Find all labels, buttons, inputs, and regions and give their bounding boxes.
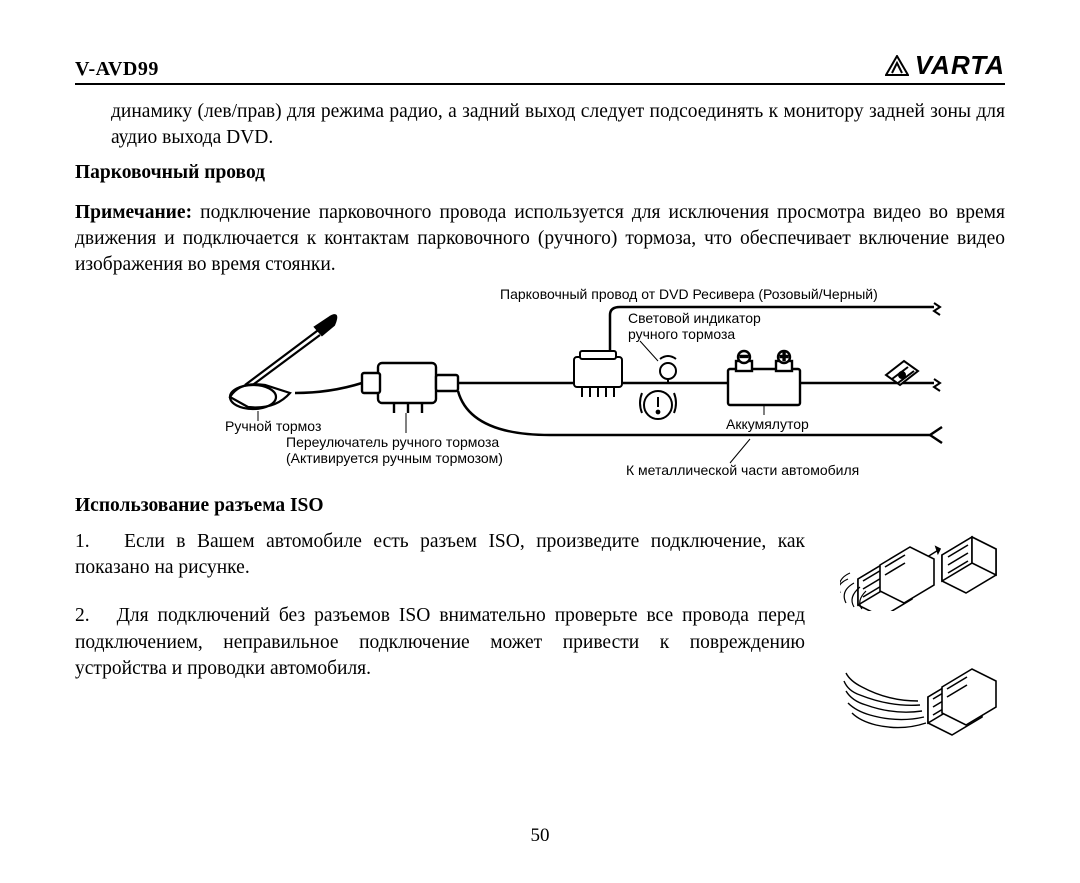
- handbrake-icon: [230, 315, 336, 409]
- intro-paragraph: динамику (лев/прав) для режима радио, а …: [111, 99, 1005, 152]
- iso-item1-text: Если в Вашем автомобиле есть разъем ISO,…: [75, 531, 805, 578]
- page-number: 50: [75, 825, 1005, 847]
- switch-icon: [362, 363, 458, 413]
- iso-item-2: 2. Для подключений без разъемов ISO вним…: [75, 603, 805, 682]
- varta-triangle-icon: [885, 55, 909, 77]
- note-text: подключение парковочного провода использ…: [75, 202, 1005, 276]
- iso-item-1: 1. Если в Вашем автомобиле есть разъем I…: [75, 529, 805, 582]
- diagram-led-label-1: Световой индикатор: [628, 310, 761, 326]
- page-header: V-AVD99 VARTA: [75, 50, 1005, 85]
- warning-led-icon: [640, 356, 676, 419]
- iso-item2-text: Для подключений без разъемов ISO внимате…: [75, 605, 805, 679]
- note-paragraph: Примечание: подключение парковочного про…: [75, 200, 1005, 279]
- brand-logo: VARTA: [885, 50, 1005, 81]
- svg-text:+: +: [780, 348, 788, 364]
- diagram-chassis-label: К металлической части автомобиля: [626, 462, 859, 478]
- iso-connector-loose-icon: [840, 661, 1000, 741]
- iso-connector-mating-icon: [840, 521, 1000, 611]
- diagram-battery-label: Аккумялутор: [726, 416, 809, 432]
- diagram-led-label-2: ручного тормоза: [628, 326, 735, 342]
- diagram-top-label: Парковочный провод от DVD Ресивера (Розо…: [500, 286, 878, 302]
- iso-item2-num: 2.: [75, 605, 90, 626]
- svg-text:−: −: [740, 348, 748, 364]
- brand-text: VARTA: [915, 50, 1005, 81]
- ground-screw-icon: [886, 361, 918, 385]
- section-iso: Использование разъема ISO: [75, 495, 1005, 517]
- wiring-diagram: Парковочный провод от DVD Ресивера (Розо…: [75, 285, 1005, 485]
- diagram-switch-line1: Переулючатель ручного тормоза: [286, 434, 499, 450]
- iso-item1-num: 1.: [75, 531, 90, 552]
- model-number: V-AVD99: [75, 58, 159, 81]
- battery-icon: − +: [728, 348, 800, 405]
- section-parking-wire: Парковочный провод: [75, 162, 1005, 184]
- connector-icon: [574, 351, 622, 397]
- diagram-handbrake-label: Ручной тормоз: [225, 418, 321, 434]
- diagram-switch-line2: (Активируется ручным тормозом): [286, 450, 503, 466]
- note-label: Примечание:: [75, 202, 192, 223]
